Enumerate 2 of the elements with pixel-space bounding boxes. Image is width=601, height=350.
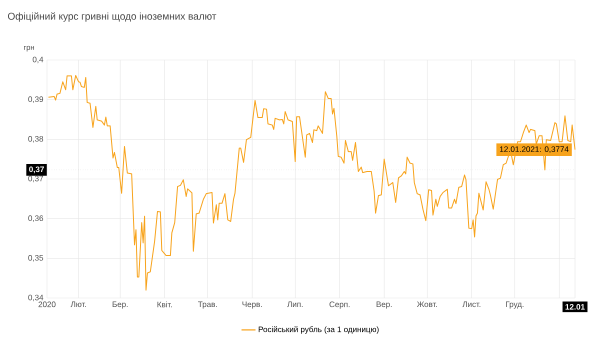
chart-title: Офіційний курс гривні щодо іноземних валют — [8, 12, 216, 22]
line-series — [48, 74, 576, 291]
